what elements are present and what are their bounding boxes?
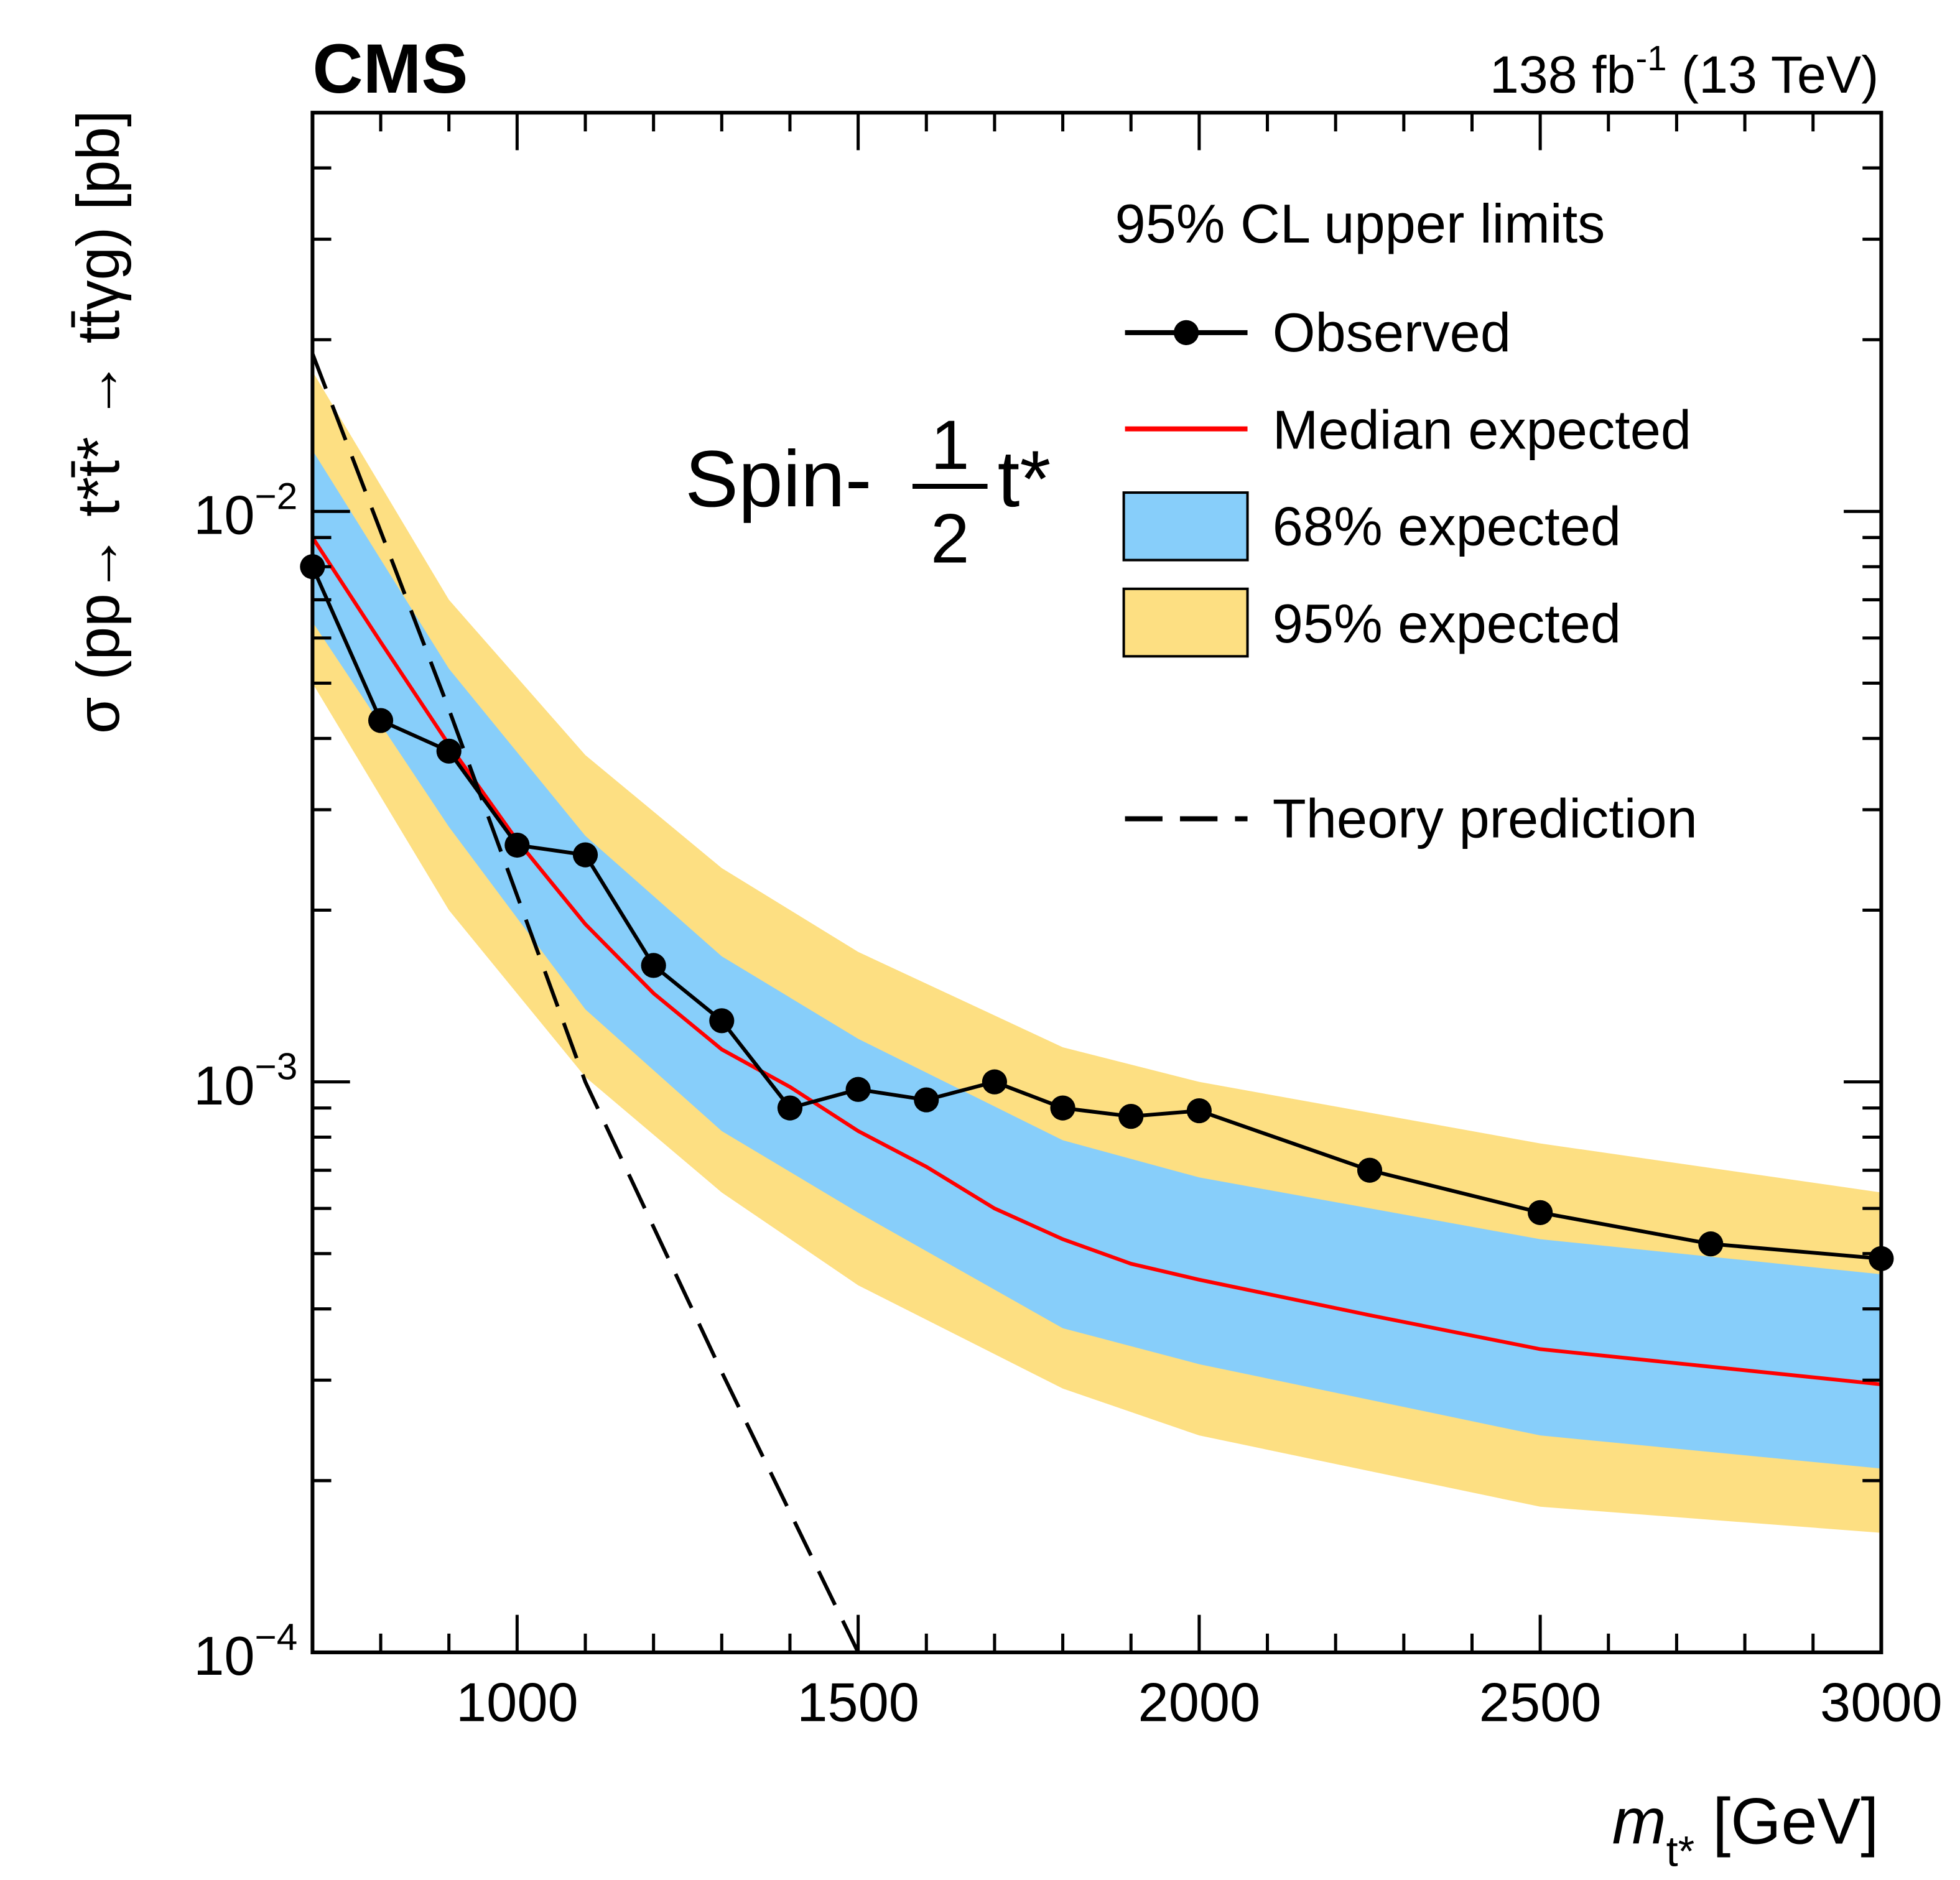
observed-point: [641, 953, 666, 978]
legend-median-expected: Median expected: [1125, 399, 1691, 461]
y-tick-label: 10−2: [193, 475, 297, 545]
svg-text:Median expected: Median expected: [1273, 399, 1691, 461]
x-tick-label: 2000: [1138, 1671, 1261, 1733]
observed-point: [914, 1087, 939, 1113]
lumi-label: 138 fb-1 (13 TeV): [1490, 39, 1879, 104]
observed-point: [709, 1008, 735, 1034]
observed-point: [1118, 1104, 1144, 1129]
observed-point: [1186, 1098, 1212, 1124]
observed-point: [1528, 1200, 1553, 1225]
x-tick-label: 1500: [797, 1671, 919, 1733]
spin-annotation: Spin- 1 2 t*: [685, 405, 1051, 578]
x-tick-label: 1000: [456, 1671, 578, 1733]
axes-frame: 1000 1500 2000 2500 3000 10−4 10−3 10−2: [193, 111, 1943, 1733]
y-axis-label: σ (pp→ t*t̄* → tt̄γg) [pb]: [65, 110, 132, 734]
svg-text:Spin-: Spin-: [685, 435, 871, 524]
svg-text:2: 2: [931, 499, 970, 578]
observed-point: [1357, 1157, 1383, 1183]
lines-layer: [312, 353, 1882, 1652]
legend-68-expected: 68% expected: [1122, 491, 1621, 562]
observed-point: [1869, 1246, 1894, 1271]
plot-frame: [310, 111, 1883, 1654]
legend-95-expected: 95% expected: [1122, 587, 1621, 658]
legend-observed: Observed: [1125, 302, 1511, 363]
svg-text:Observed: Observed: [1273, 302, 1511, 363]
median-expected-line: [312, 536, 1882, 1386]
observed-point: [777, 1095, 803, 1121]
cms-label: CMS: [312, 29, 468, 108]
observed-point: [845, 1077, 871, 1102]
observed-point: [982, 1069, 1008, 1095]
observed-point: [1050, 1095, 1075, 1121]
observed-point: [504, 832, 530, 858]
theory-prediction-line: [312, 353, 860, 1652]
legend-theory: Theory prediction: [1125, 788, 1698, 850]
observed-point: [1698, 1231, 1724, 1257]
x-tick-label: 2500: [1479, 1671, 1602, 1733]
svg-text:95% expected: 95% expected: [1273, 593, 1621, 654]
observed-point: [300, 554, 325, 580]
svg-text:68% expected: 68% expected: [1273, 495, 1621, 557]
y-tick-label: 10−4: [193, 1616, 297, 1687]
observed-point: [572, 842, 598, 868]
svg-text:1: 1: [931, 405, 970, 484]
x-axis-label: mt* [GeV]: [1612, 1785, 1879, 1875]
observed-point: [436, 738, 462, 764]
observed-point: [368, 708, 394, 733]
legend: 95% CL upper limits Observed Median expe…: [1115, 193, 1698, 850]
observed-line: [312, 566, 1882, 1261]
svg-text:Theory prediction: Theory prediction: [1273, 788, 1698, 850]
y-tick-label: 10−3: [193, 1045, 297, 1116]
svg-text:t*: t*: [998, 435, 1051, 524]
x-tick-label: 3000: [1820, 1671, 1943, 1733]
legend-title: 95% CL upper limits: [1115, 193, 1605, 254]
